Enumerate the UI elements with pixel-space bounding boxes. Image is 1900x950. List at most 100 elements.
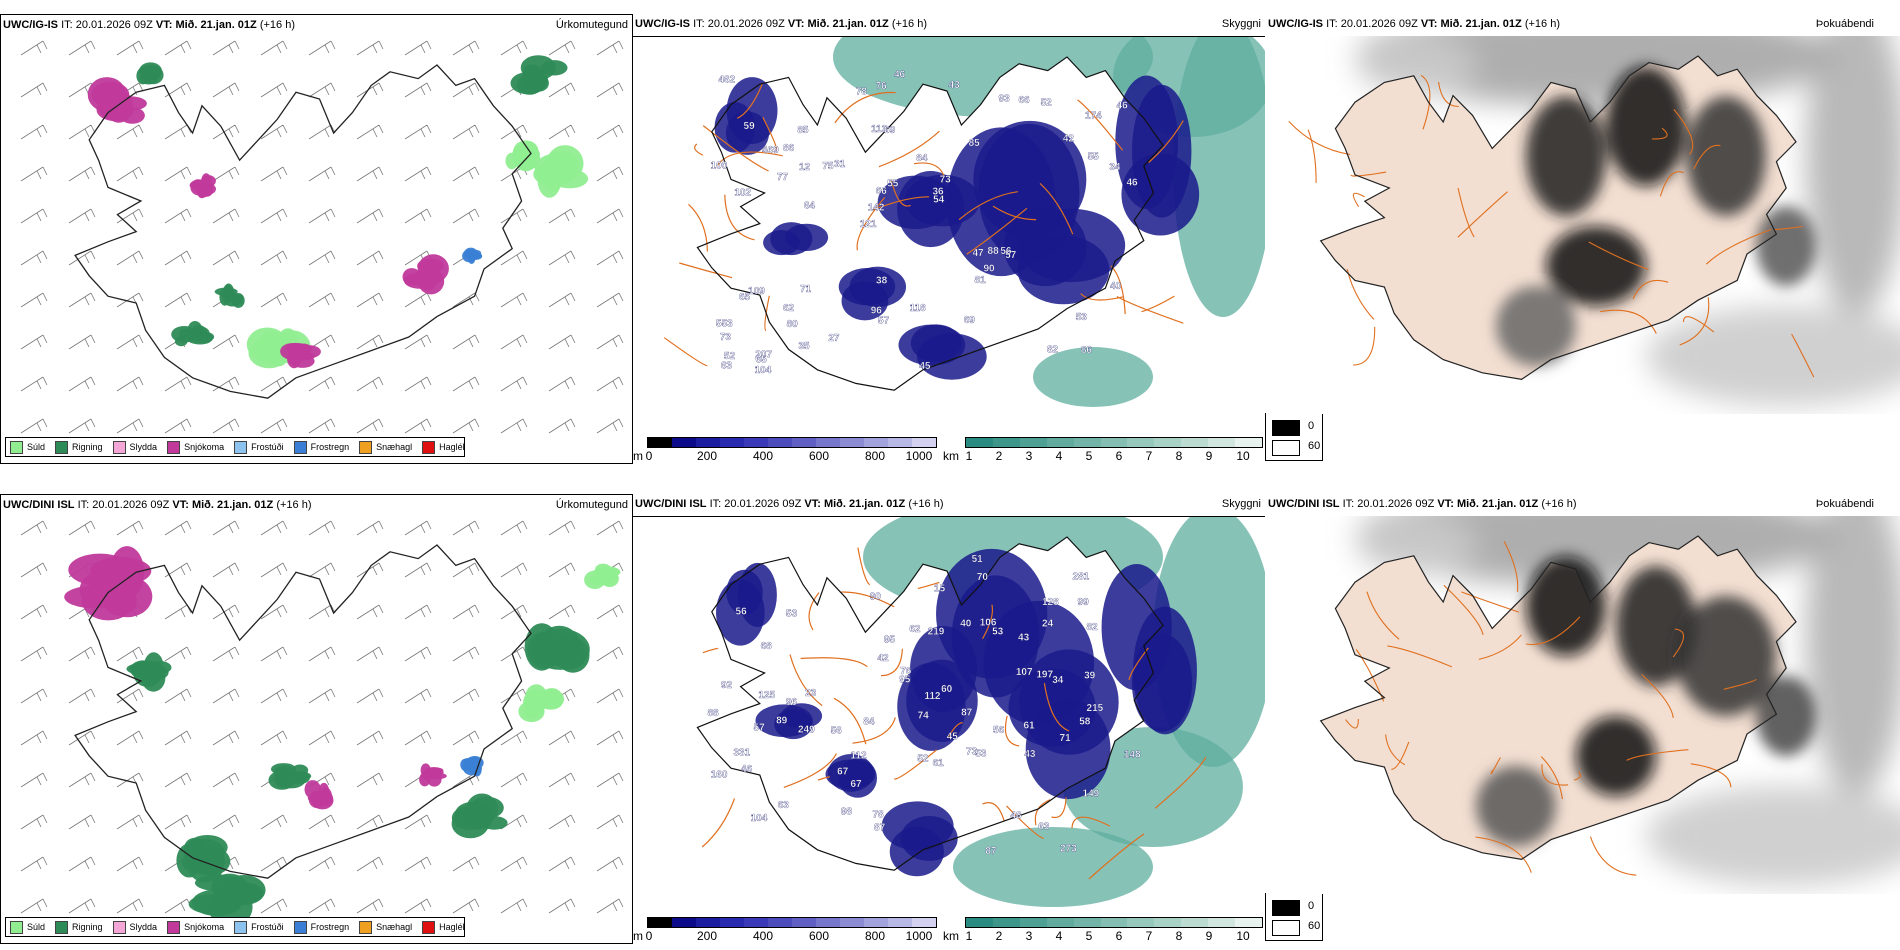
- legend-swatch: [293, 920, 307, 934]
- cloudbase-unit: m: [633, 449, 643, 463]
- wind-barb: [260, 814, 288, 830]
- cloudbase-label: 106: [980, 617, 997, 628]
- cloudbase-label: 42: [877, 653, 889, 664]
- road: [880, 648, 903, 677]
- fog-haze-area: [1356, 516, 1476, 576]
- road: [1478, 634, 1522, 660]
- cloudbase-label: 469: [762, 145, 779, 156]
- wind-barb: [20, 814, 48, 830]
- colorbar-segment: [744, 918, 768, 927]
- wind-barb: [20, 646, 48, 662]
- wind-barb: [452, 82, 480, 98]
- cloudbase-label: 64: [804, 201, 816, 212]
- model-name: UWC/IG-IS: [1268, 18, 1323, 30]
- visibility-colorbar: km 1 2 3 4 5 6 7 8 9 10: [943, 917, 1263, 944]
- colorbar-segment: [888, 438, 912, 447]
- fog-swatch-black: [1272, 420, 1300, 436]
- wind-barb: [308, 646, 336, 662]
- legend-item-rigning: Rigning: [55, 440, 103, 454]
- low-cloud-area: [877, 175, 954, 230]
- fog-dark-area: [1676, 596, 1776, 716]
- legend-item-frostudi: Frostúði: [234, 440, 284, 454]
- wind-barb: [404, 562, 432, 578]
- cloudbase-label: 84: [863, 717, 875, 728]
- vt-label: VT:: [1437, 498, 1454, 510]
- cloudbase-label: 61: [1023, 720, 1035, 731]
- legend-item-sud: Súld: [10, 440, 46, 454]
- cloudbase-label: 331: [733, 748, 750, 759]
- cloudbase-label: 281: [1073, 572, 1090, 583]
- colorbar-segment: [992, 438, 1020, 447]
- wind-barb: [500, 772, 528, 788]
- cloudbase-label: 65: [756, 354, 768, 365]
- wind-barb: [452, 334, 480, 350]
- road: [1573, 771, 1581, 781]
- wind-barb: [356, 418, 384, 434]
- wind-barb: [116, 250, 144, 266]
- precip-area: [534, 153, 577, 184]
- colorbar-segment: [672, 438, 696, 447]
- cloudbase-tick: 400: [752, 449, 774, 463]
- cloudbase-label: 55: [1088, 152, 1100, 163]
- low-cloud-area: [726, 77, 778, 145]
- legend-item-slydda: Slydda: [112, 440, 157, 454]
- cloudbase-tick: 0: [645, 449, 653, 463]
- wind-barb: [116, 418, 144, 434]
- wind-barb: [212, 82, 240, 98]
- cloudbase-label: 67: [837, 766, 849, 777]
- precip-legend: Súld Rigning Slydda Snjókoma Frostúði Fr…: [5, 437, 465, 457]
- cloudbase-label: 77: [777, 172, 789, 183]
- road: [1632, 279, 1669, 300]
- vt-value: Mið. 21.jan. 01Z: [807, 18, 889, 30]
- road: [1600, 309, 1657, 334]
- wind-barb: [164, 166, 192, 182]
- cloudbase-label: 53: [1076, 312, 1088, 323]
- wind-barb: [116, 730, 144, 746]
- visibility-strip: [965, 917, 1263, 928]
- road: [1679, 297, 1710, 346]
- legend-swatch: [55, 440, 69, 454]
- wind-barb: [116, 772, 144, 788]
- visibility-tick: 3: [1025, 449, 1033, 463]
- wind-barb: [356, 376, 384, 392]
- colorbar-segment: [1181, 438, 1209, 447]
- wind-barb: [164, 292, 192, 308]
- panel-title: Þokuábendi: [1815, 498, 1874, 510]
- cloudbase-label: 53: [786, 609, 798, 620]
- colorbar-segment: [1046, 918, 1074, 927]
- road: [1457, 191, 1508, 238]
- low-cloud-area: [1017, 235, 1110, 305]
- cloudbase-label: 273: [1060, 844, 1077, 855]
- cloudbase-label: 95: [884, 635, 896, 646]
- low-cloud-area: [951, 575, 1040, 698]
- cloudbase-label: 87: [985, 846, 997, 857]
- cloudbase-label: 52: [724, 351, 736, 362]
- legend-swatch: [167, 440, 181, 454]
- fog-index-panel-row1: UWC/IG-IS IT: 20.01.2026 09Z VT: Mið. 21…: [1266, 14, 1900, 414]
- road: [894, 749, 937, 780]
- visibility-tick: 6: [1115, 449, 1123, 463]
- colorbar-segment: [864, 918, 888, 927]
- cloudbase-label: 23: [805, 688, 817, 699]
- iceland-outline: [74, 64, 532, 399]
- road: [1705, 228, 1772, 265]
- wind-barb: [20, 40, 48, 56]
- wind-barb: [452, 604, 480, 620]
- wind-barb: [548, 82, 576, 98]
- visibility-panel-row2: UWC/DINI ISL IT: 20.01.2026 09Z VT: Mið.…: [633, 494, 1265, 944]
- road: [1437, 81, 1459, 108]
- legend-item-slydda: Slydda: [112, 920, 157, 934]
- legend-label: Súld: [27, 442, 46, 452]
- cloudbase-label: 63: [778, 800, 790, 811]
- low-cloud-area: [841, 281, 889, 321]
- colorbar-segment: [1100, 918, 1128, 927]
- cloudbase-label: 34: [1109, 162, 1121, 173]
- model-name: UWC/DINI ISL: [1268, 498, 1340, 510]
- cloudbase-label: 56: [831, 726, 843, 737]
- fog-index-map: [1288, 36, 1900, 406]
- wind-barb: [596, 772, 624, 788]
- fog-haze-area: [1646, 306, 1900, 406]
- fog-label-high: 60: [1308, 920, 1321, 932]
- low-cloud-area: [1115, 75, 1179, 210]
- legend-item-snaehagl: Snæhagl: [359, 440, 412, 454]
